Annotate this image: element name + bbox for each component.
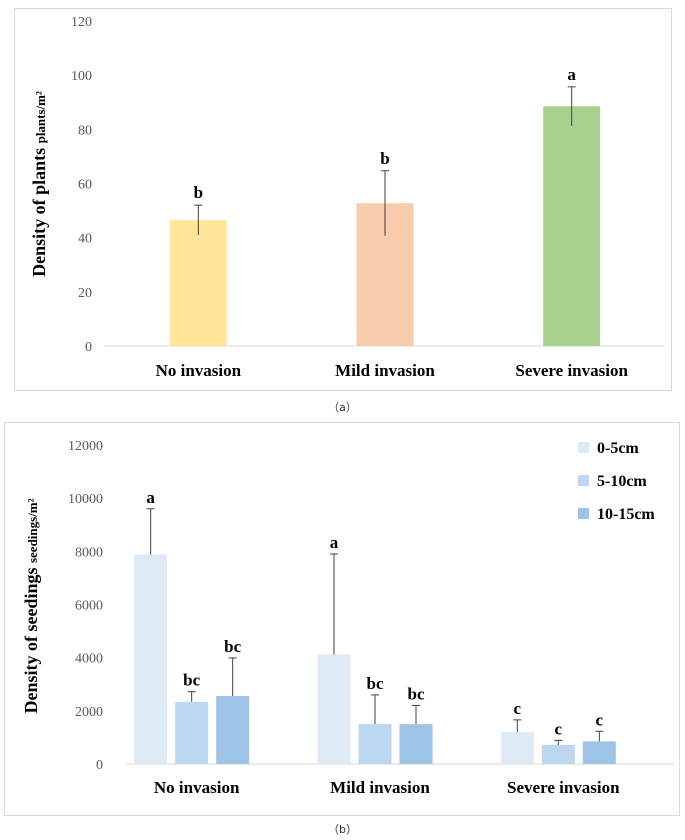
chart-a-y-axis-title-unit: plants/m² (33, 91, 48, 143)
chart-b-ytick-label: 10000 (68, 492, 103, 507)
chart-a-ytick-label: 120 (71, 15, 92, 30)
chart-b-y-axis-title: Density of seedings seedings/m² (21, 498, 41, 713)
chart-a-y-axis-title-main: Density of plants (29, 143, 49, 277)
chart-b-ytick-label: 4000 (75, 652, 103, 667)
caption-a: （a） (328, 401, 357, 414)
chart-a-significance-label: b (194, 183, 203, 202)
chart-b-legend-swatch (578, 475, 589, 486)
chart-a-ytick-label: 60 (78, 178, 92, 193)
chart-b-legend-label: 0-5cm (597, 440, 639, 457)
chart-b-bar (317, 654, 351, 764)
chart-panel-a: 0 20 40 60 80 100 120 Density of plants plants/… (14, 8, 672, 391)
chart-a-ytick-label: 80 (78, 123, 92, 138)
chart-b-bar (134, 554, 168, 764)
chart-a-category-label: Mild invasion (335, 361, 435, 380)
chart-a-category-label: Severe invasion (515, 361, 628, 380)
chart-a-ytick-label: 20 (78, 286, 92, 301)
chart-b-category-label: No invasion (154, 778, 240, 797)
chart-a-y-axis-title: Density of plants plants/m² (29, 91, 49, 277)
chart-b-ytick-label: 0 (96, 758, 103, 773)
chart-a-svg: 0 20 40 60 80 100 120 Density of plants plants/… (29, 15, 665, 380)
chart-b-ytick-label: 8000 (75, 545, 103, 560)
caption-b: （b） (328, 823, 357, 836)
chart-b-bar (175, 701, 209, 764)
chart-b-bar (399, 724, 433, 764)
chart-b-bar (358, 724, 392, 764)
chart-b-category-label: Mild invasion (330, 778, 430, 797)
chart-b-category-label: Severe invasion (507, 778, 620, 797)
chart-b-legend-swatch (578, 442, 589, 453)
chart-b-significance-label: a (330, 533, 339, 552)
chart-b-legend-label: 10-15cm (597, 506, 655, 523)
chart-b-bar (541, 744, 575, 764)
chart-a-significance-label: a (567, 65, 576, 84)
chart-b-ytick-label: 6000 (75, 599, 103, 614)
chart-b-ytick-label: 2000 (75, 705, 103, 720)
chart-b-bar (216, 695, 250, 764)
chart-b-bar (500, 732, 534, 764)
chart-b-significance-label: c (555, 719, 563, 738)
chart-b-significance-label: c (514, 699, 522, 718)
chart-b-significance-label: bc (224, 637, 241, 656)
chart-b-legend-swatch (578, 508, 589, 519)
chart-b-legend-label: 5-10cm (597, 473, 647, 490)
chart-a-ytick-label: 0 (85, 340, 92, 355)
chart-b-svg: 0 2000 4000 6000 8000 10000 12000 Density of se… (21, 439, 675, 797)
chart-b-significance-label: bc (367, 674, 384, 693)
chart-b-significance-label: bc (183, 671, 200, 690)
chart-a-significance-label: b (380, 149, 389, 168)
chart-b-bar (582, 741, 616, 764)
chart-b-significance-label: a (146, 488, 155, 507)
chart-a-category-label: No invasion (156, 361, 242, 380)
chart-panel-b: 0 2000 4000 6000 8000 10000 12000 Density of se… (4, 422, 680, 816)
chart-b-y-axis-title-unit: seedings/m² (25, 498, 40, 563)
chart-b-y-axis-title-main: Density of seedings (21, 563, 41, 714)
chart-b-ytick-label: 12000 (68, 439, 103, 454)
chart-a-bar (543, 106, 601, 346)
chart-a-ytick-label: 100 (71, 69, 92, 84)
chart-a-ytick-label: 40 (78, 232, 92, 247)
chart-b-significance-label: c (596, 710, 604, 729)
chart-a-bar (169, 220, 227, 346)
chart-b-significance-label: bc (408, 685, 425, 704)
